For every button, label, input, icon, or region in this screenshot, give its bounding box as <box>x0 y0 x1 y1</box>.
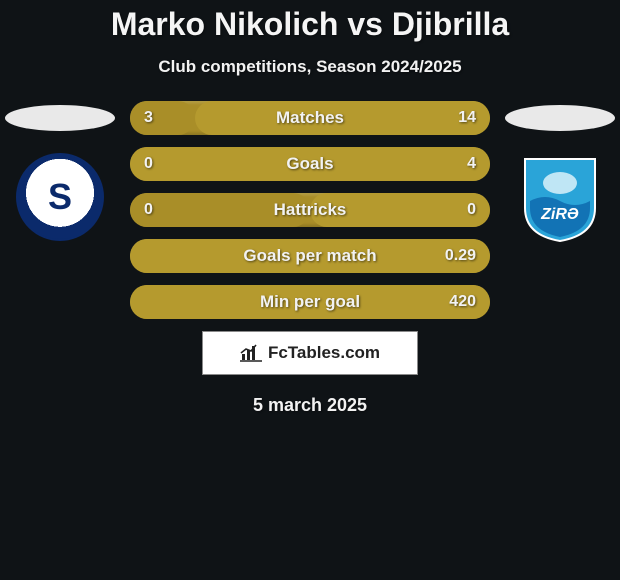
club-badge-right: ZiRƏ <box>520 153 600 243</box>
stat-label: Min per goal <box>260 292 360 312</box>
stat-value-left: 3 <box>144 109 153 127</box>
stat-value-right: 14 <box>458 109 476 127</box>
body-area: ZiRƏ 3 Matches 14 0 Goals 4 0 Hattricks 0 Goals p… <box>0 101 620 416</box>
stat-fill-left <box>130 101 195 135</box>
brand-label: FcTables.com <box>268 343 380 363</box>
stat-label: Matches <box>276 108 344 128</box>
player-silhouette-left <box>5 105 115 131</box>
stat-label: Hattricks <box>274 200 347 220</box>
stat-value-right: 0.29 <box>445 247 476 265</box>
club-badge-left <box>16 153 104 241</box>
stat-label: Goals per match <box>243 246 376 266</box>
page-title: Marko Nikolich vs Djibrilla <box>0 0 620 43</box>
stat-value-left: 0 <box>144 155 153 173</box>
bar-chart-icon <box>240 344 262 362</box>
stat-value-right: 0 <box>467 201 476 219</box>
stat-value-left: 0 <box>144 201 153 219</box>
stat-label: Goals <box>286 154 333 174</box>
stats-list: 3 Matches 14 0 Goals 4 0 Hattricks 0 Goals per ma… <box>130 101 490 319</box>
brand-box[interactable]: FcTables.com <box>202 331 418 375</box>
widget-container: Marko Nikolich vs Djibrilla Club competi… <box>0 0 620 580</box>
stat-value-right: 4 <box>467 155 476 173</box>
svg-text:ZiRƏ: ZiRƏ <box>540 206 579 223</box>
player-column-left <box>0 101 120 241</box>
stat-row: Min per goal 420 <box>130 285 490 319</box>
player-column-right: ZiRƏ <box>500 101 620 243</box>
stat-row: 3 Matches 14 <box>130 101 490 135</box>
stat-row: 0 Goals 4 <box>130 147 490 181</box>
date-label: 5 march 2025 <box>0 395 620 416</box>
stat-row: Goals per match 0.29 <box>130 239 490 273</box>
player-silhouette-right <box>505 105 615 131</box>
stat-row: 0 Hattricks 0 <box>130 193 490 227</box>
subtitle: Club competitions, Season 2024/2025 <box>0 57 620 77</box>
stat-value-right: 420 <box>449 293 476 311</box>
